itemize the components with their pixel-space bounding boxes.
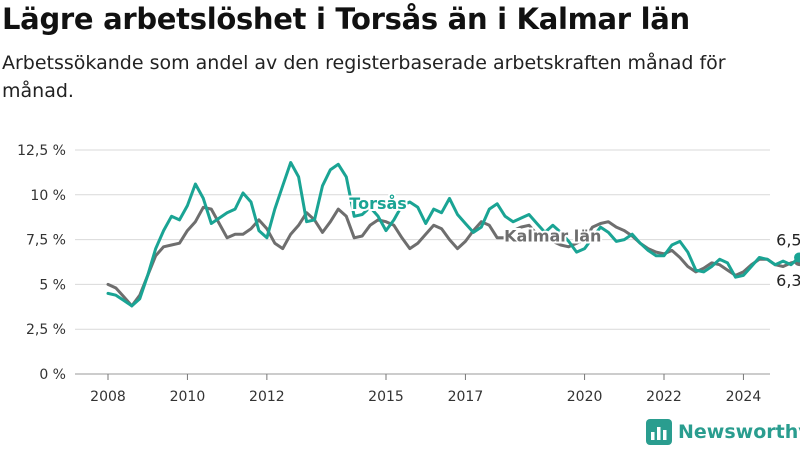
series-line-kalmar-l-n — [106, 205, 800, 308]
y-tick-label: 12,5 % — [17, 143, 66, 159]
y-tick-label: 2,5 % — [26, 322, 66, 338]
y-tick-label: 7,5 % — [26, 233, 66, 249]
y-tick-label: 10 % — [30, 188, 66, 204]
grid-lines — [75, 149, 770, 375]
x-tick-label: 2022 — [646, 389, 682, 405]
series-label-kalmar-lan: Kalmar län — [504, 226, 601, 245]
x-tick-label: 2015 — [368, 389, 404, 405]
chart-title: Lägre arbetslöshet i Torsås än i Kalmar … — [2, 2, 690, 36]
labels: Torsås Kalmar län 6,5 % 6,3 % — [347, 192, 800, 292]
newsworthy-logo: Newsworthy — [646, 419, 800, 445]
y-tick-label: 5 % — [39, 277, 66, 293]
series-lines — [106, 161, 800, 308]
end-value-label-kalmar-lan: 6,3 % — [776, 271, 800, 290]
series-line-tors-s — [106, 161, 800, 308]
x-tick-label: 2012 — [249, 389, 285, 405]
x-tick-label: 2024 — [726, 389, 762, 405]
bar-chart-icon — [646, 419, 672, 445]
x-tick-label: 2020 — [567, 389, 603, 405]
x-tick-label: 2008 — [90, 389, 126, 405]
end-value-label-torsas: 6,5 % — [776, 231, 800, 250]
series-label-torsas: Torsås — [349, 194, 407, 213]
x-tick-label: 2017 — [448, 389, 484, 405]
x-tick-label: 2010 — [170, 389, 206, 405]
brand-name: Newsworthy — [678, 421, 800, 443]
chart-subtitle: Arbetssökande som andel av den registerb… — [2, 52, 726, 102]
series-end-point-tors-s — [794, 252, 800, 263]
y-tick-label: 0 % — [39, 367, 66, 383]
axes: 0 % 2,5 % 5 % 7,5 % 10 % 12,5 % 2008 2010 2012 20… — [17, 143, 761, 405]
